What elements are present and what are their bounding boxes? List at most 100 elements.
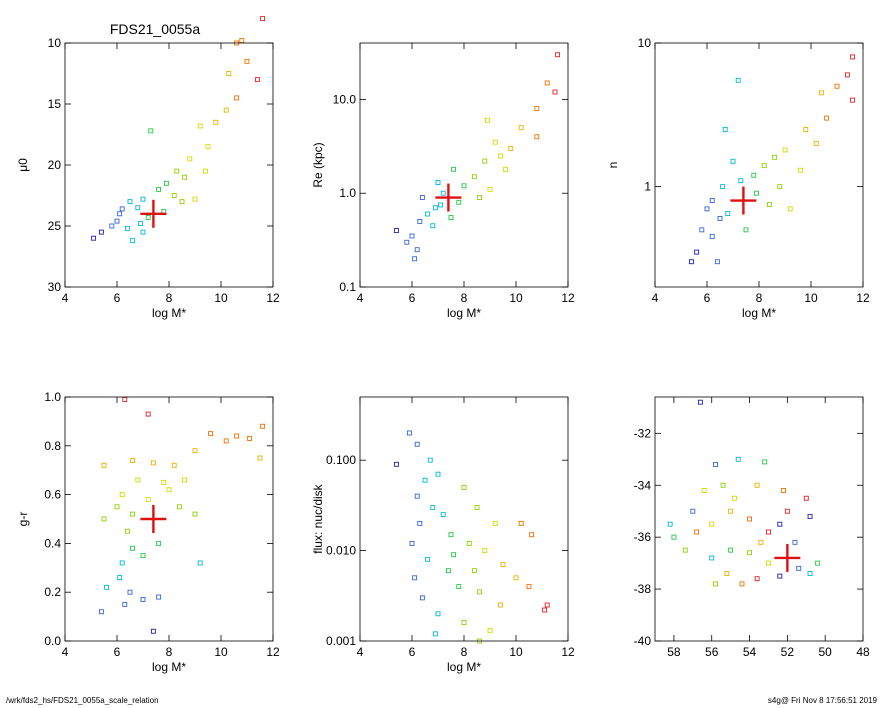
data-point bbox=[114, 504, 120, 510]
plot-frame bbox=[654, 42, 864, 288]
data-point bbox=[474, 505, 480, 510]
data-point bbox=[161, 479, 167, 485]
data-point bbox=[534, 106, 540, 111]
data-point bbox=[803, 495, 809, 501]
data-point bbox=[109, 223, 115, 229]
data-point bbox=[166, 487, 172, 493]
x-tick-label: 10 bbox=[509, 645, 523, 659]
x-tick-label: 8 bbox=[461, 645, 468, 659]
data-point bbox=[709, 521, 715, 527]
data-point bbox=[192, 511, 198, 517]
data-point bbox=[174, 168, 180, 174]
data-point bbox=[409, 540, 415, 546]
x-tick-label: 10 bbox=[214, 291, 228, 305]
x-tick-label: 6 bbox=[409, 291, 416, 305]
y-tick-label: -32 bbox=[634, 426, 652, 440]
data-point bbox=[427, 457, 433, 463]
y-tick-label: 0.0 bbox=[44, 634, 61, 648]
panel-n: 4 6 8 10 12 1 10 log M* n bbox=[606, 36, 870, 320]
data-point bbox=[182, 174, 188, 180]
data-point bbox=[208, 431, 214, 437]
x-tick-label: 48 bbox=[856, 645, 870, 659]
data-point bbox=[117, 211, 123, 217]
data-point bbox=[440, 190, 446, 196]
data-point bbox=[148, 128, 154, 134]
data-point bbox=[709, 555, 715, 561]
data-point bbox=[542, 607, 548, 613]
y-tick-label: 0.6 bbox=[44, 488, 61, 502]
x-tick-label: 54 bbox=[743, 645, 757, 659]
data-point bbox=[754, 576, 760, 582]
data-point bbox=[417, 520, 423, 526]
highlight-marker bbox=[140, 505, 167, 533]
data-point bbox=[518, 125, 524, 131]
data-point bbox=[456, 199, 462, 205]
data-point bbox=[140, 597, 146, 602]
data-point bbox=[772, 154, 778, 160]
data-point bbox=[432, 631, 438, 637]
data-point bbox=[699, 227, 705, 233]
data-point bbox=[503, 166, 509, 172]
y-tick-label: 1 bbox=[644, 180, 651, 194]
data-point bbox=[477, 589, 483, 595]
data-point bbox=[145, 411, 151, 417]
data-point bbox=[156, 594, 162, 600]
data-point bbox=[234, 95, 240, 101]
data-point bbox=[145, 497, 151, 502]
data-point bbox=[717, 216, 723, 221]
data-point bbox=[777, 521, 783, 527]
data-point bbox=[682, 547, 688, 553]
data-point bbox=[761, 163, 767, 169]
x-tick-label: 12 bbox=[561, 645, 575, 659]
data-point bbox=[451, 552, 457, 558]
data-point bbox=[257, 455, 263, 461]
plot-frame bbox=[64, 42, 274, 288]
data-point bbox=[777, 184, 783, 190]
x-tick-label: 4 bbox=[357, 645, 364, 659]
data-point bbox=[122, 601, 128, 607]
x-tick-label: 10 bbox=[214, 645, 228, 659]
data-point bbox=[171, 462, 177, 468]
data-point bbox=[176, 504, 182, 510]
figure-title: FDS21_0055a bbox=[110, 21, 201, 37]
data-point bbox=[497, 602, 503, 608]
x-tick-label: 6 bbox=[704, 291, 711, 305]
y-tick-label: 10 bbox=[48, 36, 62, 50]
data-point bbox=[435, 180, 441, 185]
data-point bbox=[484, 117, 490, 123]
data-point bbox=[720, 482, 726, 488]
y-axis-label: n bbox=[606, 162, 620, 169]
data-point bbox=[163, 180, 169, 186]
data-point bbox=[156, 186, 162, 192]
y-tick-label: 0.1 bbox=[339, 280, 356, 294]
data-point bbox=[762, 459, 768, 465]
data-point bbox=[690, 508, 696, 514]
data-point bbox=[119, 492, 125, 498]
data-point bbox=[482, 548, 488, 554]
data-point bbox=[417, 219, 423, 224]
data-point bbox=[487, 628, 493, 634]
data-point bbox=[697, 399, 703, 405]
data-point bbox=[122, 396, 128, 402]
data-point bbox=[404, 239, 410, 245]
data-point bbox=[419, 195, 425, 200]
data-point bbox=[135, 205, 141, 211]
data-point bbox=[824, 115, 830, 121]
data-point bbox=[205, 144, 211, 150]
data-point bbox=[456, 584, 462, 590]
data-point bbox=[117, 575, 123, 581]
data-point bbox=[739, 581, 745, 587]
data-point bbox=[667, 521, 673, 527]
data-point bbox=[432, 205, 438, 211]
highlight-marker bbox=[435, 183, 462, 212]
data-point bbox=[544, 602, 550, 608]
data-point bbox=[466, 540, 472, 546]
data-point bbox=[127, 589, 133, 595]
x-tick-label: 10 bbox=[804, 291, 818, 305]
data-point bbox=[526, 584, 532, 590]
data-point bbox=[766, 560, 771, 566]
data-point bbox=[192, 448, 198, 454]
y-tick-label: -34 bbox=[634, 478, 652, 492]
data-point bbox=[753, 190, 759, 196]
y-tick-label: 0.100 bbox=[326, 453, 356, 467]
